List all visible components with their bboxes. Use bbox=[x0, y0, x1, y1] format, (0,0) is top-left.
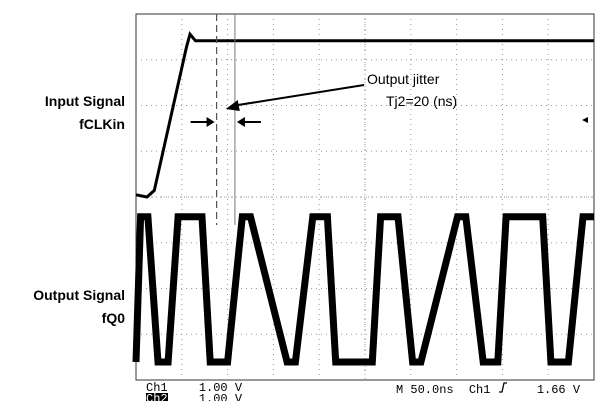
ch1-scale: 1.00 V bbox=[198, 381, 243, 395]
input-signal-name: Input Signal bbox=[44, 93, 125, 109]
ch2-scale: 1.00 V bbox=[198, 393, 243, 401]
input-signal-label: Input Signal fCLKin bbox=[0, 90, 125, 136]
ground-marker-right bbox=[582, 117, 588, 123]
output-signal-trace bbox=[132, 213, 594, 366]
output-signal-name: Output Signal bbox=[33, 287, 125, 303]
annotation-pointer-shaft bbox=[231, 84, 365, 107]
trigger-source: Ch1 bbox=[468, 383, 491, 397]
input-signal-trace bbox=[135, 31, 594, 199]
annotation-pointer-head bbox=[225, 100, 240, 111]
ch2-label: Ch2 bbox=[146, 393, 168, 401]
jitter-markers bbox=[190, 14, 365, 225]
scope-traces bbox=[132, 31, 594, 366]
status-bar-right: M 50.0ns Ch1 1.66 V bbox=[396, 382, 580, 396]
annotation-line2: Tj2=20 (ns) bbox=[386, 93, 457, 109]
output-signal-id: fQ0 bbox=[101, 310, 125, 326]
jitter-arrow-left-head bbox=[206, 117, 215, 127]
status-bar-ch2: Ch2 1.00 V bbox=[146, 393, 242, 401]
output-signal-label: Output Signal fQ0 bbox=[0, 284, 125, 330]
trigger-level: 1.66 V bbox=[536, 383, 581, 397]
timebase: M 50.0ns bbox=[396, 383, 454, 397]
rising-edge-icon bbox=[498, 382, 508, 396]
annotation-line1: Output jitter bbox=[367, 71, 440, 87]
jitter-arrow-right-head bbox=[236, 117, 245, 127]
ch1-label: Ch1 bbox=[146, 381, 168, 395]
status-bar: Ch1 1.00 V bbox=[146, 382, 242, 394]
input-signal-id: fCLKin bbox=[79, 116, 125, 132]
